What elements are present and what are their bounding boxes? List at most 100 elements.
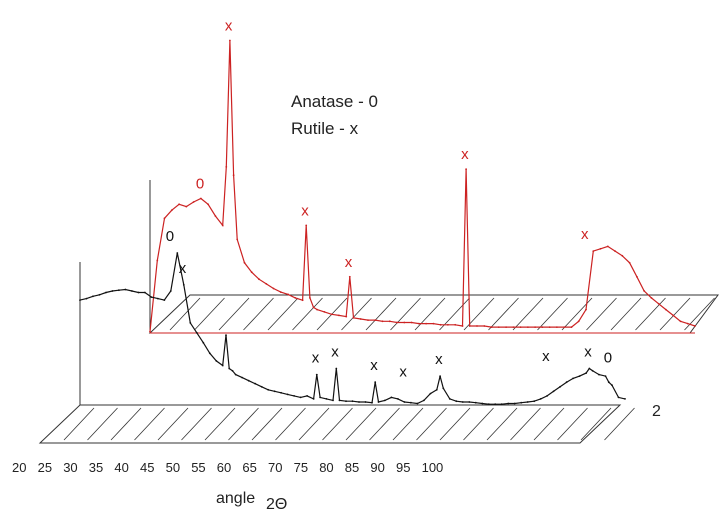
rear-series-point xyxy=(225,166,228,168)
rear-series-point xyxy=(214,215,217,217)
rear-series-point xyxy=(599,247,602,250)
front-series-point xyxy=(254,382,257,385)
rear-series-point xyxy=(577,320,580,323)
front-series-point xyxy=(189,322,192,324)
rear-peak-marker: 0 xyxy=(196,176,204,193)
floor-hatch xyxy=(486,407,518,441)
x-tick-label: 25 xyxy=(38,460,52,475)
front-series-point xyxy=(364,401,367,403)
x-tick-label: 35 xyxy=(89,460,103,475)
front-series-point xyxy=(215,360,218,362)
floor-hatch xyxy=(87,407,118,441)
front-series-point xyxy=(390,396,393,399)
x-tick-label: 45 xyxy=(140,460,154,475)
rear-series-point xyxy=(403,321,406,324)
front-series-point xyxy=(403,401,406,403)
front-series-point xyxy=(539,398,542,400)
front-series-point xyxy=(442,387,445,390)
front-series-point xyxy=(358,401,360,403)
floor-hatch xyxy=(365,297,397,331)
x-tick-label: 100 xyxy=(422,460,444,475)
front-series-point xyxy=(455,400,458,403)
floor-hatch xyxy=(218,297,250,331)
front-series-point xyxy=(507,402,510,405)
floor-hatch xyxy=(586,297,617,331)
front-series-point xyxy=(98,293,101,296)
front-series-point xyxy=(397,398,399,400)
rear-series-point xyxy=(229,39,231,42)
front-series-point xyxy=(312,398,315,400)
rear-series-point xyxy=(207,203,210,206)
front-peak-marker: x xyxy=(331,344,339,361)
rear-series-point xyxy=(236,238,239,241)
floor-hatch xyxy=(275,407,306,441)
floor-hatch xyxy=(251,407,283,441)
front-series-point xyxy=(182,284,185,286)
front-peak-marker: x xyxy=(370,357,378,374)
front-series-point xyxy=(377,401,380,403)
floor-plane xyxy=(38,180,719,444)
front-series-point xyxy=(384,399,386,402)
rear-series-point xyxy=(388,320,391,323)
rear-series-group xyxy=(149,39,696,334)
rear-series-point xyxy=(679,320,682,323)
rear-series-point xyxy=(628,261,631,264)
legend-rutile: Rutile - x xyxy=(291,119,359,138)
front-series-point xyxy=(591,369,594,372)
front-peak-marker: 0 xyxy=(604,350,612,367)
rear-peak-marker: x xyxy=(461,146,469,163)
rear-series-line xyxy=(149,40,696,332)
rear-series-point xyxy=(563,326,566,328)
front-series-point xyxy=(617,396,620,399)
front-series-point xyxy=(526,401,529,403)
rear-series-point xyxy=(221,224,224,227)
floor-hatch xyxy=(533,407,565,441)
front-series-point xyxy=(410,401,412,404)
front-series-point xyxy=(241,376,244,379)
front-series-point xyxy=(461,401,464,403)
floor-hatch xyxy=(684,297,715,331)
rear-series-point xyxy=(359,318,362,320)
front-series-point xyxy=(202,341,205,344)
floor-hatch xyxy=(322,407,353,441)
front-series-point xyxy=(105,291,107,294)
rear-series-point xyxy=(243,261,246,264)
front-series-point xyxy=(157,297,159,300)
rear-series-point xyxy=(665,308,667,311)
front-series-point xyxy=(481,402,484,405)
front-series-point xyxy=(131,290,133,292)
x-tick-label: 65 xyxy=(242,460,256,475)
floor-hatch xyxy=(561,297,593,331)
front-series-point xyxy=(163,299,166,301)
rear-series-point xyxy=(338,314,340,317)
floor-hatch xyxy=(537,297,568,331)
floor-hatch xyxy=(298,407,330,441)
rear-series-point xyxy=(418,322,420,325)
rear-series-point xyxy=(621,254,624,257)
rear-series-point xyxy=(447,323,449,326)
rear-series-point xyxy=(200,197,202,200)
front-series-point xyxy=(247,379,250,382)
x-tick-labels: 20 25 30 35 40 45 50 55 60 65 70 75 80 85 90 95 100 xyxy=(12,460,443,475)
rear-series-point xyxy=(330,313,333,316)
floor-hatch xyxy=(181,407,212,441)
front-series-point xyxy=(429,392,432,395)
rear-series-point xyxy=(636,275,638,278)
front-series-point xyxy=(338,399,341,402)
front-series-point xyxy=(585,372,587,374)
front-series-point xyxy=(225,334,227,336)
floor-hatch xyxy=(439,407,471,441)
x-tick-label: 30 xyxy=(63,460,77,475)
front-peak-marker: 0 xyxy=(166,228,174,245)
floor-hatch xyxy=(345,407,377,441)
rear-series-point xyxy=(527,326,529,328)
front-series-point xyxy=(374,381,377,384)
rear-series-point xyxy=(156,259,159,262)
floor-hatch xyxy=(392,407,424,441)
x-tick-label: 75 xyxy=(294,460,308,475)
front-series-group xyxy=(79,252,626,406)
rear-series-point xyxy=(305,224,308,227)
front-series-point xyxy=(92,295,94,298)
floor-hatch xyxy=(63,407,95,441)
front-series-point xyxy=(325,398,328,400)
